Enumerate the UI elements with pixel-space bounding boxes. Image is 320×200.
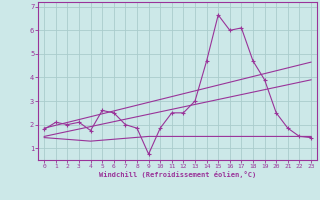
X-axis label: Windchill (Refroidissement éolien,°C): Windchill (Refroidissement éolien,°C)	[99, 171, 256, 178]
